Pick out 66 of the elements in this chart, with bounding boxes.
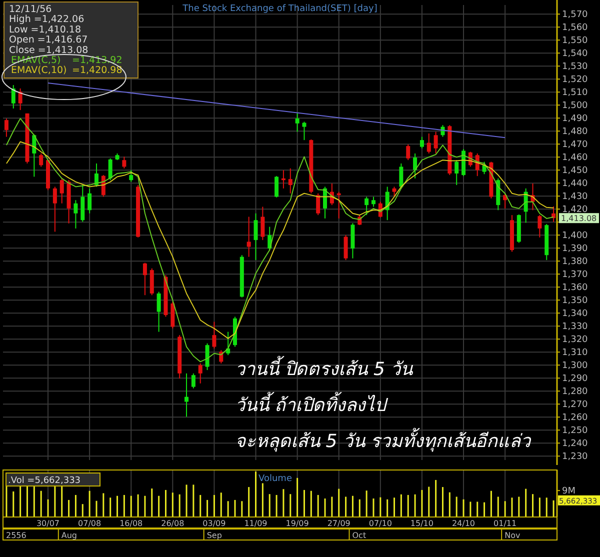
x-tick-label: 19/09 — [286, 519, 309, 528]
y-tick-label: 1,420 — [562, 205, 588, 216]
x-tick-label: 15/10 — [410, 519, 434, 528]
y-tick-label: 1,310 — [562, 348, 588, 358]
text: Oct — [352, 531, 366, 540]
y-tick-label: 1,240 — [562, 439, 588, 450]
annotation: จะหลุดเส้น 5 วัน รวมทั้งทุกเส้นอีกแล่ว — [235, 427, 532, 452]
y-tick-label: 1,570 — [562, 10, 588, 20]
y-tick-label: 1,480 — [562, 127, 588, 138]
y-tick-label: 1,560 — [562, 23, 588, 34]
text: Aug — [61, 531, 78, 540]
x-tick-label: 16/08 — [120, 519, 143, 528]
y-tick-label: 1,500 — [562, 101, 588, 112]
y-tick-label: 9M — [562, 486, 576, 497]
y-tick-label: 1,550 — [562, 36, 588, 46]
y-tick-label: 1,360 — [562, 283, 588, 294]
annotation: Close =1,413.08 — [9, 44, 88, 56]
y-tick-label: 1,250 — [562, 426, 588, 436]
y-tick-label: 1,320 — [562, 335, 588, 346]
y-tick-label: 1,230 — [562, 452, 588, 462]
y-tick-label: 1,540 — [562, 49, 588, 60]
text: 2556 — [6, 531, 26, 540]
x-tick-label: 26/08 — [161, 519, 184, 528]
x-tick-label: 03/09 — [202, 519, 226, 528]
x-tick-label: 01/11 — [494, 519, 517, 528]
x-tick-label: 24/10 — [452, 519, 476, 528]
y-tick-label: 1,380 — [562, 257, 588, 268]
text: Nov — [504, 531, 520, 540]
y-tick-label: 1,260 — [562, 413, 588, 424]
annotation: วันนี้ ถ้าเปิดทิ้งลงไป — [235, 391, 389, 416]
y-tick-label: 1,430 — [562, 192, 588, 202]
y-tick-label: 1,530 — [562, 62, 588, 72]
annotation: วานนี้ ปิดตรงเส้น 5 วัน — [235, 355, 414, 380]
y-tick-label: 1,510 — [562, 88, 588, 98]
y-tick-label: 1,520 — [562, 75, 588, 86]
y-tick-label: 1,450 — [562, 166, 588, 176]
chart-title: The Stock Exchange of Thailand(SET) [day] — [182, 4, 378, 14]
y-tick-label: 1,390 — [562, 244, 588, 254]
y-tick-label: 1,490 — [562, 114, 588, 124]
text: Sep — [206, 531, 222, 540]
y-tick-label: 1,340 — [562, 309, 588, 320]
chart-title: Volume — [258, 474, 292, 484]
text: EMAV(C,10) — [11, 65, 67, 76]
y-tick-label: 1,270 — [562, 400, 588, 410]
annotation: Open =1,416.67 — [9, 34, 88, 46]
y-tick-label: 1,280 — [562, 387, 588, 398]
x-tick-label: 07/10 — [368, 519, 392, 528]
y-tick-label: 1,300 — [562, 361, 588, 372]
y-tick-label: 1,350 — [562, 296, 588, 306]
annotation: High =1,422.06 — [9, 14, 84, 26]
x-tick-label: 11/09 — [244, 519, 268, 528]
annotation: =1,420.98 — [72, 65, 122, 76]
y-tick-label: 1,440 — [562, 179, 588, 190]
y-tick-label: 1,400 — [562, 231, 588, 242]
x-tick-label: 30/07 — [36, 519, 60, 528]
y-tick-label: 1,370 — [562, 270, 588, 280]
annotation: Low =1,410.18 — [9, 24, 81, 36]
text: 1,413.08 — [561, 214, 597, 224]
y-tick-label: 1,330 — [562, 322, 588, 332]
x-tick-label: 27/09 — [327, 519, 350, 528]
y-tick-label: 1,460 — [562, 153, 588, 164]
annotation: .Vol =5,662,333 — [8, 476, 81, 486]
annotation: 12/11/56 — [9, 4, 52, 15]
y-tick-label: 1,470 — [562, 140, 588, 150]
y-tick-label: 1,290 — [562, 374, 588, 384]
x-tick-label: 07/08 — [78, 519, 102, 528]
